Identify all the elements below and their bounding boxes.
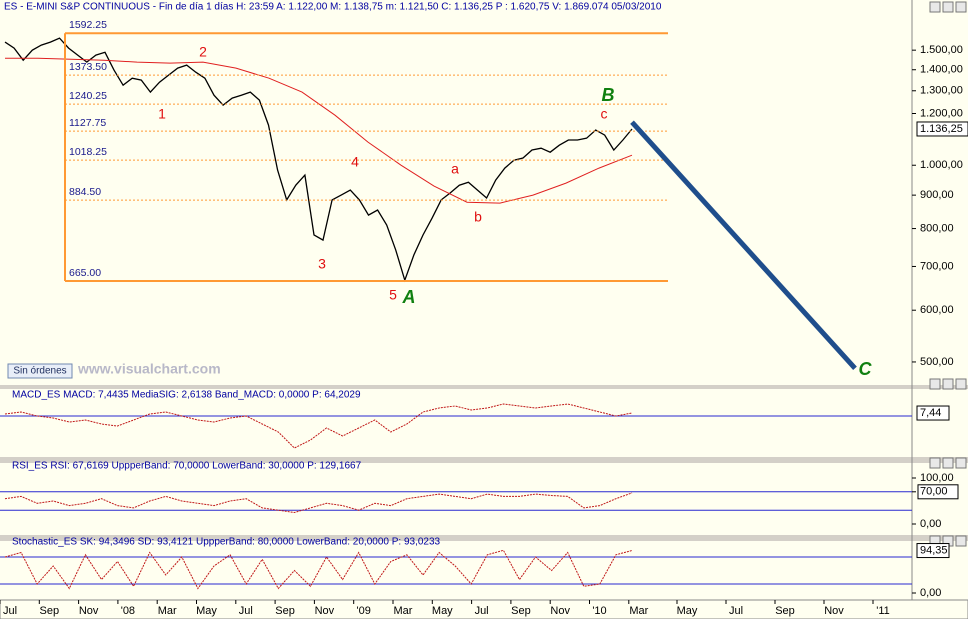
price-line: [4, 403, 633, 449]
x-tick-label: '08: [121, 605, 135, 617]
close-button[interactable]: [955, 1, 967, 13]
wave-label: 2: [199, 44, 207, 60]
x-tick-label: Jul: [729, 605, 743, 617]
fib-label: 1373.50: [69, 61, 107, 73]
x-tick-label: '10: [592, 605, 606, 617]
price-line: [4, 37, 633, 283]
orders-button[interactable]: [7, 363, 73, 379]
x-tick-label: Jul: [3, 605, 17, 617]
x-tick-label: Sep: [275, 605, 295, 617]
x-tick-label: '09: [357, 605, 371, 617]
maximize-button[interactable]: [942, 457, 954, 469]
wave-label: B: [602, 85, 615, 105]
wave-label: 5: [389, 287, 397, 303]
y-tick-label: 0,00: [920, 587, 941, 599]
maximize-button[interactable]: [942, 378, 954, 390]
x-tick-label: Nov: [79, 605, 99, 617]
pane-separator: [0, 385, 968, 389]
y-tick-box: [917, 484, 959, 500]
y-tick-label: 900,00: [920, 189, 954, 201]
indicator-header: MACD_ES MACD: 7,4435 MediaSIG: 2,6138 Ba…: [12, 390, 361, 401]
fib-label: 1127.75: [69, 117, 106, 129]
y-tick-label: 1.200,00: [920, 107, 963, 119]
x-tick-label: Jul: [239, 605, 253, 617]
last-value-label: 1.136,25: [920, 123, 963, 135]
x-tick-label: Sep: [775, 605, 795, 617]
x-tick-label: May: [196, 605, 217, 617]
pane-buttons: [929, 1, 967, 547]
x-tick-label: Mar: [158, 605, 177, 617]
y-tick-label: 700,00: [920, 260, 954, 272]
wave-label: 4: [351, 154, 359, 170]
y-tick-label: 800,00: [920, 222, 954, 234]
fib-label: 1592.25: [69, 19, 107, 31]
x-tick-label: Sep: [40, 605, 60, 617]
x-tick-label: May: [677, 605, 698, 617]
fib-label: 1018.25: [69, 146, 107, 158]
last-value-box: [916, 543, 950, 559]
pane-separator: [0, 535, 968, 541]
x-tick-label: Mar: [394, 605, 413, 617]
fib-label: 665.00: [69, 267, 101, 279]
last-value-box: [916, 121, 968, 137]
y-tick-label: 1.300,00: [920, 85, 963, 97]
y-tick-label: 600,00: [920, 304, 954, 316]
close-button[interactable]: [955, 535, 967, 547]
maximize-button[interactable]: [942, 1, 954, 13]
wave-label: c: [601, 106, 608, 122]
last-value-label: 7,44: [920, 407, 941, 419]
minimize-button[interactable]: [929, 378, 941, 390]
price-line: [4, 549, 633, 590]
y-tick-label: 1.400,00: [920, 64, 963, 76]
y-tick-label: 70,00: [920, 486, 948, 498]
x-tick-label: Sep: [511, 605, 531, 617]
y-tick-label: 100,00: [920, 472, 954, 484]
wave-label: b: [474, 209, 482, 225]
minimize-button[interactable]: [929, 1, 941, 13]
y-tick-label: 1.000,00: [920, 159, 963, 171]
x-tick-label: Nov: [824, 605, 844, 617]
projection-line: [630, 120, 857, 370]
watermark: www.visualchart.com: [77, 361, 221, 377]
wave-label: 1: [158, 106, 166, 122]
instrument-header: ES - E-MINI S&P CONTINUOUS - Fin de día …: [4, 2, 662, 13]
fib-label: 884.50: [69, 186, 101, 198]
close-button[interactable]: [955, 457, 967, 469]
x-tick-label: Nov: [550, 605, 570, 617]
last-value-box: [916, 405, 950, 421]
x-tick-label: '11: [876, 605, 890, 617]
x-tick-label: Jul: [475, 605, 489, 617]
minimize-button[interactable]: [929, 457, 941, 469]
x-axis-band: [0, 599, 968, 619]
wave-label: A: [402, 287, 416, 307]
wave-label: 3: [318, 256, 326, 272]
y-tick-label: 1.500,00: [920, 44, 963, 56]
wave-label: a: [451, 161, 459, 177]
x-tick-label: Mar: [629, 605, 648, 617]
pane-separator: [0, 457, 968, 463]
x-tick-label: Nov: [315, 605, 335, 617]
x-tick-label: May: [432, 605, 453, 617]
last-value-label: 94,35: [920, 544, 948, 556]
orders-button-label: Sin órdenes: [13, 366, 66, 377]
wave-label: C: [859, 359, 873, 379]
indicator-header: RSI_ES RSI: 67,6169 UppperBand: 70,0000 …: [12, 461, 362, 472]
price-line: [4, 492, 633, 514]
y-tick-label: 500,00: [920, 356, 954, 368]
fib-label: 1240.25: [69, 90, 107, 102]
close-button[interactable]: [955, 378, 967, 390]
indicator-header: Stochastic_ES SK: 94,3496 SD: 93,4121 Up…: [12, 537, 441, 548]
y-tick-label: 0,00: [920, 518, 941, 530]
